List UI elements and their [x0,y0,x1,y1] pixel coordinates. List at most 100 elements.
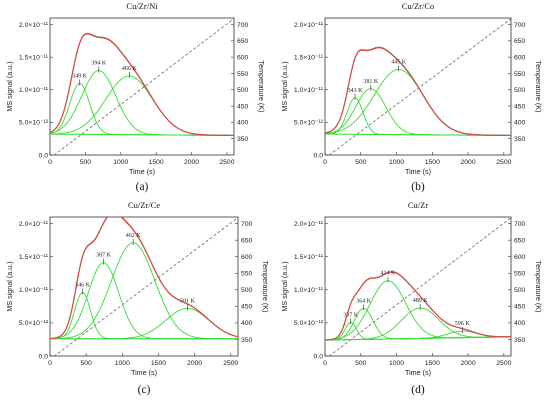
y2-tick-label: 400 [514,320,526,327]
y2-tick-label: 450 [514,304,526,311]
y-axis-label: MS signal (a.u.) [5,261,14,311]
y2-tick-label: 400 [237,120,249,127]
y-tick-label: 0.0 [314,152,324,159]
chart-title: Cu/Zr/Ni [126,1,158,11]
x-tick-label: 2500 [496,360,511,367]
y2-tick-label: 450 [241,304,253,311]
y2-tick-label: 650 [237,38,249,45]
chart-panel: Cu/Zr (d) 0 500 1000 1500 2000 2500 Time (s) 0.0 5… [280,200,543,396]
y2-tick-label: 550 [237,71,249,78]
y-tick-label: 1.5×10⁻¹¹ [19,54,49,61]
y2-tick-label: 400 [241,320,253,327]
peak-label: 394 K [91,61,107,67]
y2-tick-label: 600 [237,54,249,61]
y2-tick-label: 600 [514,254,526,261]
panel-label: (b) [411,181,425,193]
chart-panel: Cu/Zr/Co (b) 0 500 1000 1500 2000 2500 Time (s) 0… [280,1,543,193]
y-axis-label: MS signal (a.u.) [280,61,289,111]
y-tick-label: 1.5×10⁻¹¹ [19,254,49,261]
peak-label: 381 K [363,79,379,85]
x-tick-label: 2000 [461,159,476,166]
x-tick-label: 1500 [425,159,440,166]
peak-label: 343 K [348,88,364,94]
fitted-sum-curve [325,271,511,341]
y-tick-label: 5.0×10⁻¹² [19,120,49,127]
x-tick-label: 1000 [389,159,404,166]
peak-curve [50,307,238,340]
temperature-ramp-line [53,18,234,155]
y-tick-label: 2.0×10⁻¹¹ [19,22,49,29]
peak-label: 445 K [391,59,407,65]
chart-panel: Cu/Zr/Ce (c) 0 500 1000 1500 2000 2500 Time (s) 0… [5,200,270,396]
y-tick-label: 1.0×10⁻¹¹ [19,287,49,294]
y-tick-label: 2.0×10⁻¹¹ [294,221,324,228]
y2-tick-label: 450 [237,103,249,110]
y2-tick-label: 350 [241,337,253,344]
peak-curve [50,82,234,136]
peak-label: 414 K [381,271,397,277]
y2-axis-label: Temperature (K) [534,261,543,313]
x-axis-label: Time (s) [129,167,155,176]
x-tick-label: 500 [355,360,367,367]
peak-label: 346 K [75,282,91,288]
temperature-ramp-line [53,217,238,356]
y2-tick-label: 350 [514,136,526,143]
y2-tick-label: 700 [237,22,249,29]
peak-curve [325,280,511,341]
x-tick-label: 1000 [115,360,130,367]
y-tick-label: 1.5×10⁻¹¹ [294,254,324,261]
temperature-ramp-line [328,217,511,356]
peak-label: 364 K [356,298,372,304]
peak-label: 462 K [126,233,142,239]
x-tick-label: 2500 [496,159,511,166]
y-axis-label: MS signal (a.u.) [280,261,289,311]
x-tick-label: 2000 [187,360,202,367]
y2-tick-label: 400 [514,120,526,127]
x-tick-label: 0 [323,360,327,367]
y2-tick-label: 700 [514,221,526,228]
y-tick-label: 1.0×10⁻¹¹ [294,87,324,94]
x-tick-label: 1500 [149,159,164,166]
y2-tick-label: 700 [514,22,526,29]
y2-tick-label: 450 [514,103,526,110]
y2-tick-label: 650 [241,237,253,244]
fitted-sum-curve [50,217,238,340]
x-tick-label: 0 [323,159,327,166]
y-tick-label: 1.0×10⁻¹¹ [19,87,49,94]
x-tick-label: 2000 [184,159,199,166]
peak-label: 489 K [413,298,429,304]
y2-tick-label: 700 [241,221,253,228]
plot-curves [50,217,238,356]
y2-tick-label: 350 [514,337,526,344]
x-axis-label: Time (s) [131,368,157,377]
y2-tick-label: 550 [514,71,526,78]
x-tick-label: 500 [355,159,367,166]
peak-curve [50,291,238,340]
temperature-ramp-line [328,18,511,155]
y-axis-label: MS signal (a.u.) [5,61,14,111]
chart-title: Cu/Zr/Ce [128,200,160,210]
plot-frame [49,17,235,156]
y2-axis-label: Temperature (K) [534,61,543,113]
y2-tick-label: 550 [241,271,253,278]
x-axis-label: Time (s) [405,368,431,377]
y2-tick-label: 350 [237,136,249,143]
y-tick-label: 1.0×10⁻¹¹ [294,287,324,294]
chart-title: Cu/Zr/Co [402,1,435,11]
y2-tick-label: 550 [514,271,526,278]
y2-tick-label: 650 [514,38,526,45]
y-tick-label: 2.0×10⁻¹¹ [19,221,49,228]
y-tick-label: 1.5×10⁻¹¹ [294,54,324,61]
fitted-sum-curve [50,33,234,136]
panel-label: (a) [136,181,149,193]
y2-axis-label: Temperature (K) [257,61,266,113]
x-tick-label: 500 [80,360,92,367]
y-tick-label: 5.0×10⁻¹² [294,320,324,327]
plot-curves [50,18,234,155]
y2-tick-label: 650 [514,237,526,244]
x-tick-label: 500 [80,159,92,166]
y2-tick-label: 500 [241,287,253,294]
plot-frame [324,17,512,156]
y-tick-label: 0.0 [39,152,49,159]
